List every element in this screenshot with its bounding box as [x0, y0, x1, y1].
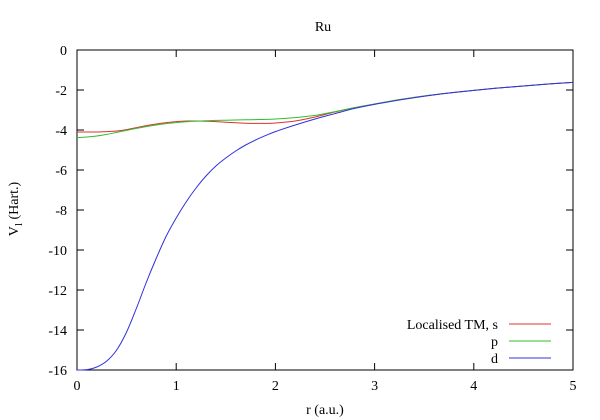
y-tick-label: -12: [48, 284, 67, 299]
y-axis-title-subscript: l: [13, 223, 25, 226]
series-line-1: [76, 81, 574, 139]
y-tick-label: 0: [60, 44, 67, 59]
x-axis-title: r (a.u.): [306, 403, 344, 418]
series-line-2: [76, 81, 574, 371]
plot-border: [76, 49, 574, 371]
y-tick-label: -2: [55, 84, 67, 99]
x-tick-label: 0: [74, 379, 81, 394]
series-layer: [76, 81, 574, 371]
x-tick-label: 2: [272, 379, 279, 394]
y-tick-label: -8: [55, 204, 67, 219]
legend: Localised TM, s pd: [407, 318, 551, 367]
series-line-0: [77, 81, 574, 133]
legend-label-2: d: [491, 352, 498, 367]
y-tick-label: -16: [48, 364, 67, 379]
chart-title: Ru: [315, 20, 331, 35]
x-tick-label: 5: [570, 379, 577, 394]
x-tick-label: 1: [173, 379, 180, 394]
x-tick-label: 3: [371, 379, 378, 394]
y-tick-label: -14: [48, 324, 67, 339]
x-tick-label: 4: [470, 379, 477, 394]
y-axis-title: Vl (Hart.): [7, 181, 25, 236]
legend-label-1: p: [491, 335, 498, 350]
y-tick-label: -6: [55, 164, 67, 179]
legend-label-0: Localised TM, s: [407, 318, 498, 333]
ticks-layer: 0 1 2 3 4 5 0 -2 -4 -6 -8 -10 -12 -14 -16: [48, 44, 576, 394]
plot-frame: [76, 49, 574, 371]
y-axis-title-suffix: (Hart.): [7, 181, 22, 223]
y-axis-title-main: V: [7, 226, 22, 236]
y-tick-label: -10: [48, 244, 67, 259]
y-tick-label: -4: [55, 124, 67, 139]
